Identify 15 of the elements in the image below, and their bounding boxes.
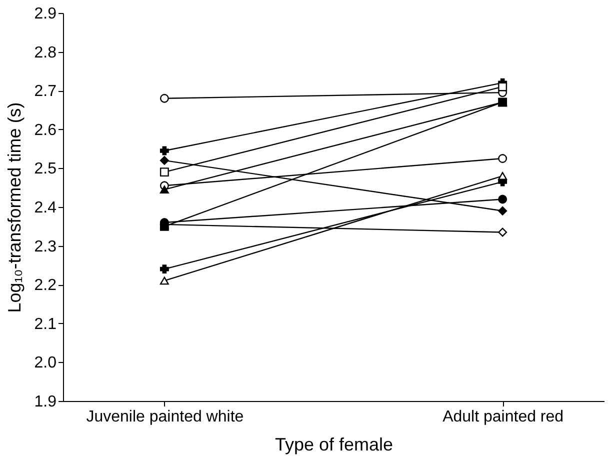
y-tick-label: 2.3 — [34, 238, 57, 256]
y-axis-title: Log₁₀-transformed time (s) — [4, 102, 24, 313]
y-tick-label: 1.9 — [34, 394, 57, 410]
x-tick-label: Juvenile painted white — [86, 408, 244, 426]
y-tick-label: 2.6 — [34, 122, 57, 139]
y-tick-label: 2.2 — [34, 277, 57, 294]
y-tick-label: 2.7 — [34, 83, 57, 100]
x-tick-label: Adult painted red — [442, 408, 564, 426]
y-tick-label: 2.0 — [34, 354, 57, 372]
x-axis-title: Type of female — [274, 434, 394, 454]
y-tick-label: 2.8 — [34, 44, 57, 62]
y-tick-label: 2.9 — [34, 6, 57, 22]
y-tick-label: 2.5 — [34, 160, 57, 178]
y-tick-label: 2.1 — [34, 316, 57, 333]
y-tick-label: 2.4 — [34, 200, 57, 216]
